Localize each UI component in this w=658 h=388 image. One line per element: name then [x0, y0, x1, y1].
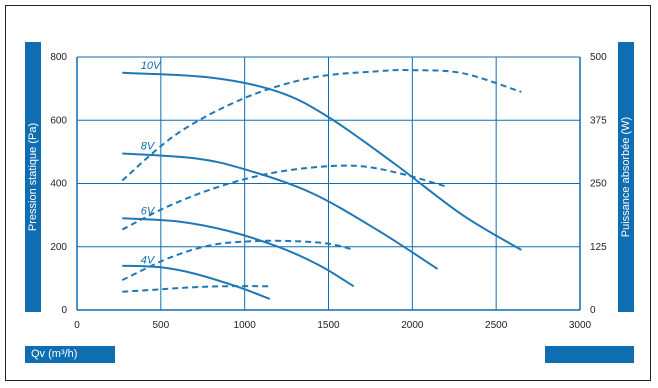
- pressure-curve-4V: [122, 264, 271, 300]
- x-tick-label: 2500: [485, 320, 508, 331]
- y2-tick-label: 500: [590, 52, 607, 63]
- y2-tick-label: 250: [590, 179, 607, 190]
- x-tick-label: 1000: [234, 320, 257, 331]
- curve-label-10V: 10V: [141, 60, 162, 72]
- x-tick-label: 1500: [317, 320, 340, 331]
- power-curve-4: [121, 68, 522, 182]
- power-curve-6: [121, 239, 354, 282]
- y-tick-label: 400: [50, 179, 67, 190]
- curve-label-4V: 4V: [141, 254, 156, 266]
- right-axis-bar: [618, 42, 634, 312]
- chart-frame: [5, 5, 651, 381]
- x-tick-label: 2000: [401, 320, 424, 331]
- pressure-curve-6V: [122, 217, 355, 288]
- y2-tick-label: 0: [590, 305, 596, 316]
- y2-tick-label: 125: [590, 242, 607, 253]
- bottom-right-bar: [545, 346, 634, 363]
- pressure-curve-8V: [122, 152, 439, 270]
- curve-label-6V: 6V: [141, 205, 156, 217]
- x-axis-label: Qv (m³/h): [25, 346, 115, 363]
- y-tick-label: 0: [61, 305, 67, 316]
- y2-tick-label: 375: [590, 115, 607, 126]
- x-tick-label: 0: [74, 320, 80, 331]
- y-tick-label: 200: [50, 242, 67, 253]
- y-tick-label: 600: [50, 115, 67, 126]
- power-curve-7: [122, 285, 270, 293]
- x-tick-label: 3000: [569, 320, 592, 331]
- power-curve-5: [121, 164, 447, 231]
- left-axis-bar: [25, 42, 41, 312]
- curve-label-8V: 8V: [141, 141, 156, 153]
- y-tick-label: 800: [50, 52, 67, 63]
- x-tick-label: 500: [152, 320, 169, 331]
- pressure-curve-10V: [122, 71, 522, 251]
